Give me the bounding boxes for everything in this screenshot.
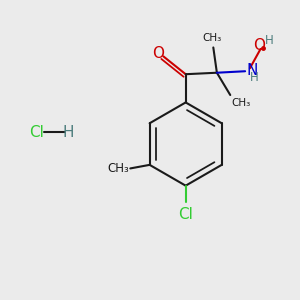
Text: H: H bbox=[265, 34, 274, 46]
Text: H: H bbox=[250, 71, 258, 84]
Text: O: O bbox=[152, 46, 164, 62]
Text: Cl: Cl bbox=[30, 125, 44, 140]
Text: CH₃: CH₃ bbox=[232, 98, 251, 108]
Text: Cl: Cl bbox=[178, 207, 193, 222]
Text: CH₃: CH₃ bbox=[107, 162, 129, 175]
Text: O: O bbox=[253, 38, 265, 53]
Text: H: H bbox=[62, 125, 74, 140]
Text: CH₃: CH₃ bbox=[202, 33, 221, 43]
Text: N: N bbox=[246, 63, 258, 78]
